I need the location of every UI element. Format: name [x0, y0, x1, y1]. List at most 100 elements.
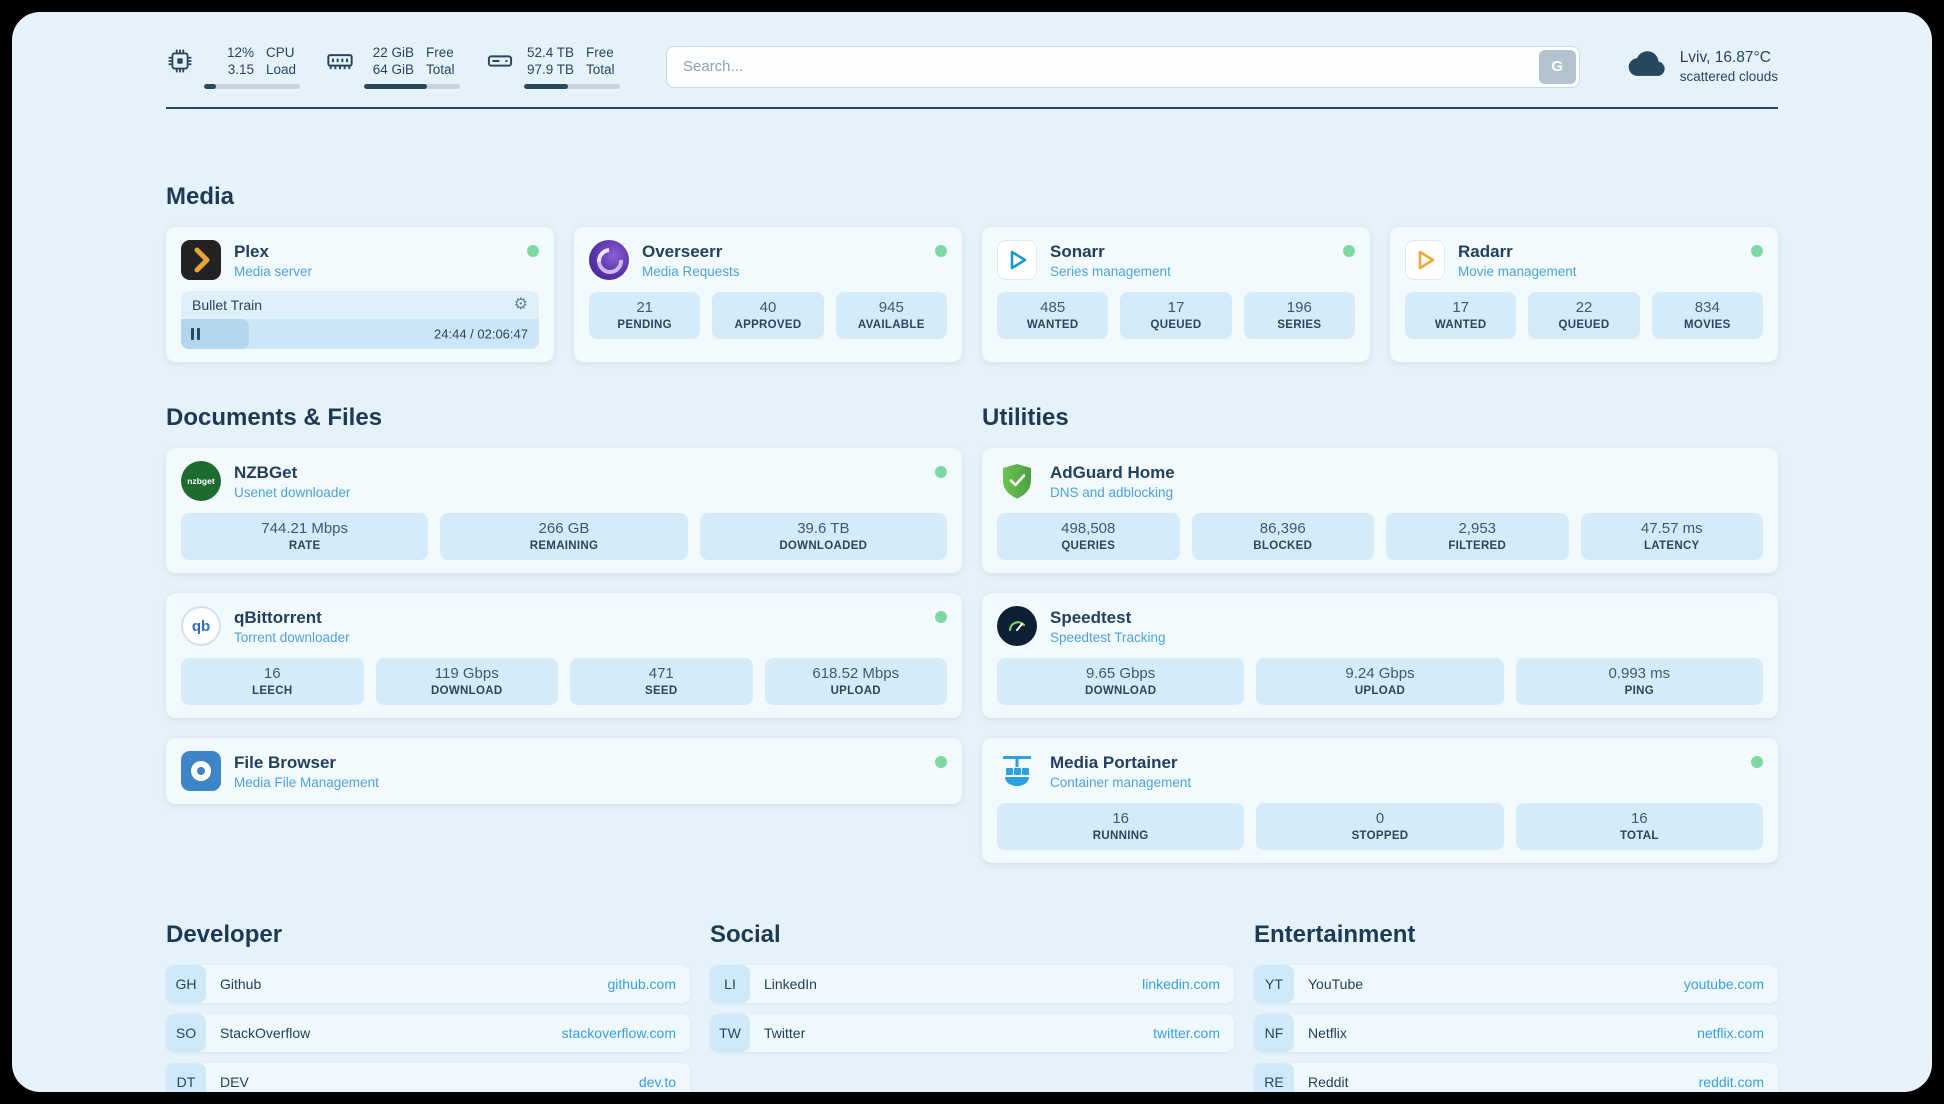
disk-total-label: Total: [586, 62, 615, 77]
bookmark-name: LinkedIn: [764, 976, 817, 992]
bookmark-url: netflix.com: [1697, 1025, 1764, 1041]
search-input[interactable]: [670, 58, 1539, 75]
qbittorrent-icon: qb: [181, 606, 221, 646]
playback-time: 24:44 / 02:06:47: [434, 326, 528, 342]
bookmark-name: Reddit: [1308, 1074, 1349, 1090]
stat-box: 498,508 QUERIES: [997, 513, 1180, 560]
status-dot: [1343, 245, 1355, 257]
memory-widget: 22 GiB 64 GiB Free Total: [326, 44, 460, 89]
service-name: File Browser: [234, 752, 337, 772]
filebrowser-icon: [181, 751, 221, 791]
service-card-nzbget[interactable]: nzbget NZBGet Usenet downloader 744.21 M…: [166, 448, 962, 573]
service-name: Radarr: [1458, 241, 1513, 261]
service-card-speedtest[interactable]: Speedtest Speedtest Tracking 9.65 Gbps D…: [982, 593, 1778, 718]
weather-widget: Lviv, 16.87°C scattered clouds: [1626, 48, 1778, 85]
section-title-utilities: Utilities: [982, 404, 1069, 431]
topbar: 12% 3.15 CPU Load: [166, 44, 1778, 89]
section-title-media: Media: [166, 183, 235, 210]
search-bar: G: [666, 45, 1580, 88]
cpu-usage-bar: [204, 84, 300, 89]
playback-progress-bar[interactable]: 24:44 / 02:06:47: [181, 319, 539, 349]
service-card-adguard[interactable]: AdGuard Home DNS and adblocking 498,508 …: [982, 448, 1778, 573]
memory-icon: [326, 47, 354, 75]
service-desc: Media File Management: [234, 774, 379, 790]
stat-box: 17 QUEUED: [1120, 292, 1232, 339]
bookmark-github[interactable]: GH Github github.com: [166, 965, 690, 1003]
service-desc: Torrent downloader: [234, 629, 350, 645]
cpu-load-label: Load: [266, 62, 297, 77]
bookmark-dev[interactable]: DT DEV dev.to: [166, 1063, 690, 1092]
service-desc: DNS and adblocking: [1050, 484, 1174, 500]
status-dot: [935, 466, 947, 478]
service-card-portainer[interactable]: Media Portainer Container management 16 …: [982, 738, 1778, 863]
disk-widget: 52.4 TB 97.9 TB Free Total: [486, 44, 620, 89]
plex-icon: [181, 240, 221, 280]
bookmark-abbr: TW: [710, 1014, 750, 1052]
bookmark-reddit[interactable]: RE Reddit reddit.com: [1254, 1063, 1778, 1092]
status-dot: [935, 611, 947, 623]
service-name: Plex: [234, 241, 269, 261]
service-card-radarr[interactable]: Radarr Movie management 17 WANTED 22 QUE…: [1390, 227, 1778, 362]
service-desc: Series management: [1050, 263, 1171, 279]
service-card-overseerr[interactable]: Overseerr Media Requests 21 PENDING 40 A…: [574, 227, 962, 362]
bookmark-youtube[interactable]: YT YouTube youtube.com: [1254, 965, 1778, 1003]
cloud-icon: [1626, 48, 1668, 85]
utilities-column: Utilities AdGuard Home: [982, 404, 1778, 863]
disk-free-label: Free: [586, 45, 614, 60]
bookmark-linkedin[interactable]: LI LinkedIn linkedin.com: [710, 965, 1234, 1003]
bookmark-url: reddit.com: [1698, 1074, 1764, 1090]
bookmark-abbr: LI: [710, 965, 750, 1003]
disk-usage-bar: [524, 84, 620, 89]
stat-box: 16 LEECH: [181, 658, 364, 705]
service-card-sonarr[interactable]: Sonarr Series management 485 WANTED 17 Q…: [982, 227, 1370, 362]
service-desc: Container management: [1050, 774, 1192, 790]
ram-usage-bar: [364, 84, 460, 89]
gear-icon[interactable]: ⚙: [513, 296, 528, 313]
stat-box: 16 RUNNING: [997, 803, 1245, 850]
search-provider-button[interactable]: G: [1538, 49, 1576, 84]
bookmark-twitter[interactable]: TW Twitter twitter.com: [710, 1014, 1234, 1052]
stat-box: 744.21 Mbps RATE: [181, 513, 429, 560]
section-title-developer: Developer: [166, 921, 283, 948]
service-card-plex[interactable]: Plex Media server Bullet Train ⚙ 24:44 /…: [166, 227, 554, 362]
stat-box: 0 STOPPED: [1256, 803, 1504, 850]
ram-usage-fill: [364, 84, 428, 89]
stat-box: 471 SEED: [570, 658, 753, 705]
stat-box: 266 GB REMAINING: [440, 513, 688, 560]
status-dot: [1751, 756, 1763, 768]
radarr-icon: [1405, 240, 1445, 280]
service-card-filebrowser[interactable]: File Browser Media File Management: [166, 738, 962, 804]
now-playing-title: Bullet Train: [192, 297, 263, 313]
section-title-social: Social: [710, 921, 781, 948]
ram-free-label: Free: [426, 45, 454, 60]
bookmark-abbr: NF: [1254, 1014, 1294, 1052]
stat-box: 9.65 Gbps DOWNLOAD: [997, 658, 1245, 705]
nzbget-icon: nzbget: [181, 461, 221, 501]
bookmarks-social: Social LI LinkedIn linkedin.com TW Twitt…: [710, 921, 1234, 1092]
stat-box: 22 QUEUED: [1528, 292, 1640, 339]
disk-usage-fill: [524, 84, 569, 89]
media-card-grid: Plex Media server Bullet Train ⚙ 24:44 /…: [166, 227, 1778, 362]
service-card-qbittorrent[interactable]: qb qBittorrent Torrent downloader 16 LEE…: [166, 593, 962, 718]
portainer-crane-icon: [997, 751, 1037, 791]
disk-free-value: 52.4 TB: [526, 45, 574, 60]
stat-box: 21 PENDING: [589, 292, 701, 339]
stat-box: 834 MOVIES: [1651, 292, 1763, 339]
bookmarks-entertainment: Entertainment YT YouTube youtube.com NF …: [1254, 921, 1778, 1092]
service-name: Media Portainer: [1050, 752, 1178, 772]
cpu-chip-icon: [166, 47, 194, 75]
bookmark-url: dev.to: [638, 1074, 676, 1090]
hard-drive-icon: [486, 47, 514, 75]
adguard-shield-icon: [997, 461, 1037, 501]
bookmark-stackoverflow[interactable]: SO StackOverflow stackoverflow.com: [166, 1014, 690, 1052]
bookmark-netflix[interactable]: NF Netflix netflix.com: [1254, 1014, 1778, 1052]
status-dot: [527, 245, 539, 257]
service-name: Speedtest: [1050, 607, 1132, 627]
cpu-percent: 12%: [226, 45, 254, 60]
stat-box: 17 WANTED: [1405, 292, 1517, 339]
bookmark-abbr: YT: [1254, 965, 1294, 1003]
overseerr-icon: [589, 240, 629, 280]
pause-icon[interactable]: [191, 328, 200, 340]
stat-box: 40 APPROVED: [712, 292, 824, 339]
